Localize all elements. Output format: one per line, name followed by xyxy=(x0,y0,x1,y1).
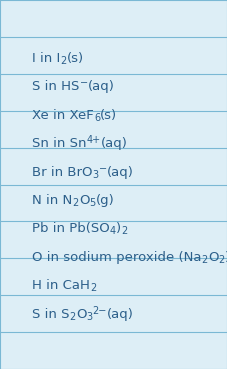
Text: I in I: I in I xyxy=(32,52,61,65)
Text: N in N: N in N xyxy=(32,194,72,207)
Text: ): ) xyxy=(116,223,121,235)
Text: O in sodium peroxide (Na: O in sodium peroxide (Na xyxy=(32,251,202,264)
Text: (g): (g) xyxy=(96,194,114,207)
Text: Sn in Sn: Sn in Sn xyxy=(32,137,87,150)
Text: 6: 6 xyxy=(94,113,100,123)
Text: 3: 3 xyxy=(93,170,99,180)
Text: Br in BrO: Br in BrO xyxy=(32,166,93,179)
Text: 2: 2 xyxy=(61,56,67,66)
Text: (s): (s) xyxy=(67,52,84,65)
Text: S in S: S in S xyxy=(32,308,70,321)
Text: (s): (s) xyxy=(100,109,117,122)
Text: O: O xyxy=(208,251,219,264)
Text: (aq): (aq) xyxy=(107,166,134,179)
Text: 4: 4 xyxy=(110,227,116,237)
Text: 2: 2 xyxy=(72,198,79,208)
Text: 2: 2 xyxy=(219,255,225,265)
Text: −: − xyxy=(99,163,107,174)
Text: 2: 2 xyxy=(121,227,128,237)
Text: O: O xyxy=(79,194,89,207)
Text: O: O xyxy=(76,308,86,321)
Text: H in CaH: H in CaH xyxy=(32,279,90,292)
Text: 4+: 4+ xyxy=(87,135,101,145)
Text: (aq): (aq) xyxy=(107,308,134,321)
Text: (aq): (aq) xyxy=(88,80,115,93)
Text: 2: 2 xyxy=(70,312,76,322)
Text: 2−: 2− xyxy=(93,306,107,316)
Text: 2: 2 xyxy=(202,255,208,265)
Text: −: − xyxy=(80,78,88,89)
Text: (aq): (aq) xyxy=(101,137,128,150)
Text: Xe in XeF: Xe in XeF xyxy=(32,109,94,122)
Text: ): ) xyxy=(225,251,227,264)
Text: S in HS: S in HS xyxy=(32,80,80,93)
Text: 3: 3 xyxy=(86,312,93,322)
Text: 2: 2 xyxy=(90,283,96,293)
Text: Pb in Pb(SO: Pb in Pb(SO xyxy=(32,223,110,235)
Text: 5: 5 xyxy=(89,198,96,208)
